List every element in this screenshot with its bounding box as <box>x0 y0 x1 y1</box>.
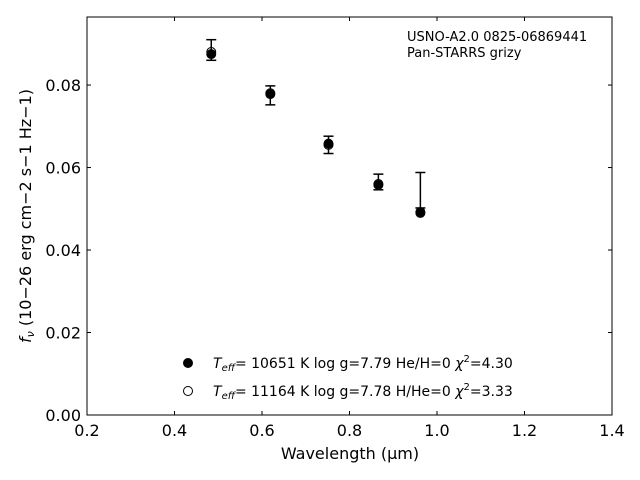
x-tick-label: 0.2 <box>74 421 99 440</box>
y-tick-label: 0.04 <box>45 241 81 260</box>
x-tick-label: 1.4 <box>599 421 624 440</box>
y-tick-label: 0.06 <box>45 159 81 178</box>
y-tick-label: 0.02 <box>45 324 81 343</box>
y-axis-label: fν (10−26 erg cm−2 s−1 Hz−1) <box>16 89 37 343</box>
y-tick-label: 0.00 <box>45 406 81 425</box>
y-tick-label: 0.08 <box>45 76 81 95</box>
point-open-circle <box>206 47 217 58</box>
point-filled-circle <box>415 207 426 218</box>
x-axis-label: Wavelength (μm) <box>281 444 419 463</box>
point-open-circle <box>373 179 384 190</box>
y-axis-ticks: 0.00 0.02 0.04 0.06 0.08 <box>45 76 612 425</box>
data-points <box>206 47 426 218</box>
legend-marker-open-circle <box>183 386 193 396</box>
annotation-survey-name: Pan-STARRS grizy <box>407 46 522 61</box>
x-tick-label: 0.8 <box>337 421 362 440</box>
legend-entry-2: Teff= 11164 K log g=7.78 H/He=0 χ2=3.33 <box>213 382 513 402</box>
plot-background <box>87 17 612 415</box>
point-open-circle <box>415 207 426 218</box>
legend-entry-1: Teff= 10651 K log g=7.79 He/H=0 χ2=4.30 <box>213 354 513 374</box>
point-filled-circle <box>206 49 217 60</box>
x-tick-label: 1.0 <box>424 421 449 440</box>
point-filled-circle <box>373 179 384 190</box>
legend-marker-filled-circle <box>183 358 193 368</box>
x-axis-ticks: 0.2 0.4 0.6 0.8 1.0 1.2 1.4 <box>74 17 625 440</box>
point-filled-circle <box>265 89 276 100</box>
point-open-circle <box>323 139 334 150</box>
x-tick-label: 1.2 <box>512 421 537 440</box>
legend: Teff= 10651 K log g=7.79 He/H=0 χ2=4.30 … <box>183 354 513 402</box>
point-open-circle <box>265 88 276 99</box>
x-tick-label: 0.6 <box>249 421 274 440</box>
x-tick-label: 0.4 <box>162 421 187 440</box>
annotation-object-name: USNO-A2.0 0825-06869441 <box>407 30 587 45</box>
